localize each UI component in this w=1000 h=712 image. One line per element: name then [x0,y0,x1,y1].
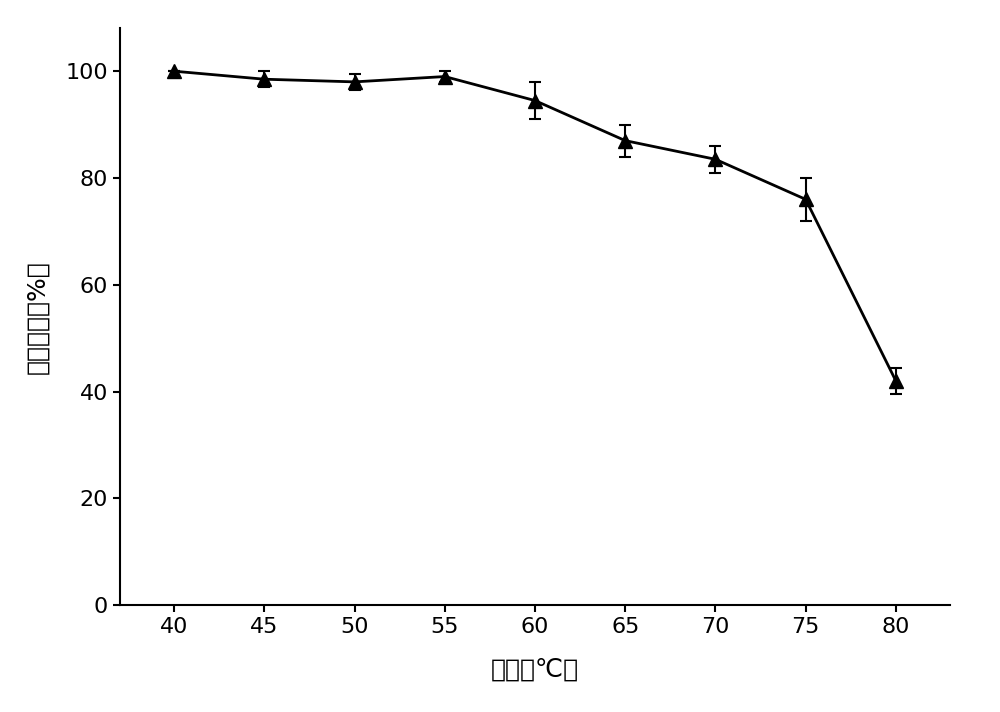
X-axis label: 温度（℃）: 温度（℃） [491,658,579,682]
Y-axis label: 相对酶活（%）: 相对酶活（%） [25,260,49,374]
